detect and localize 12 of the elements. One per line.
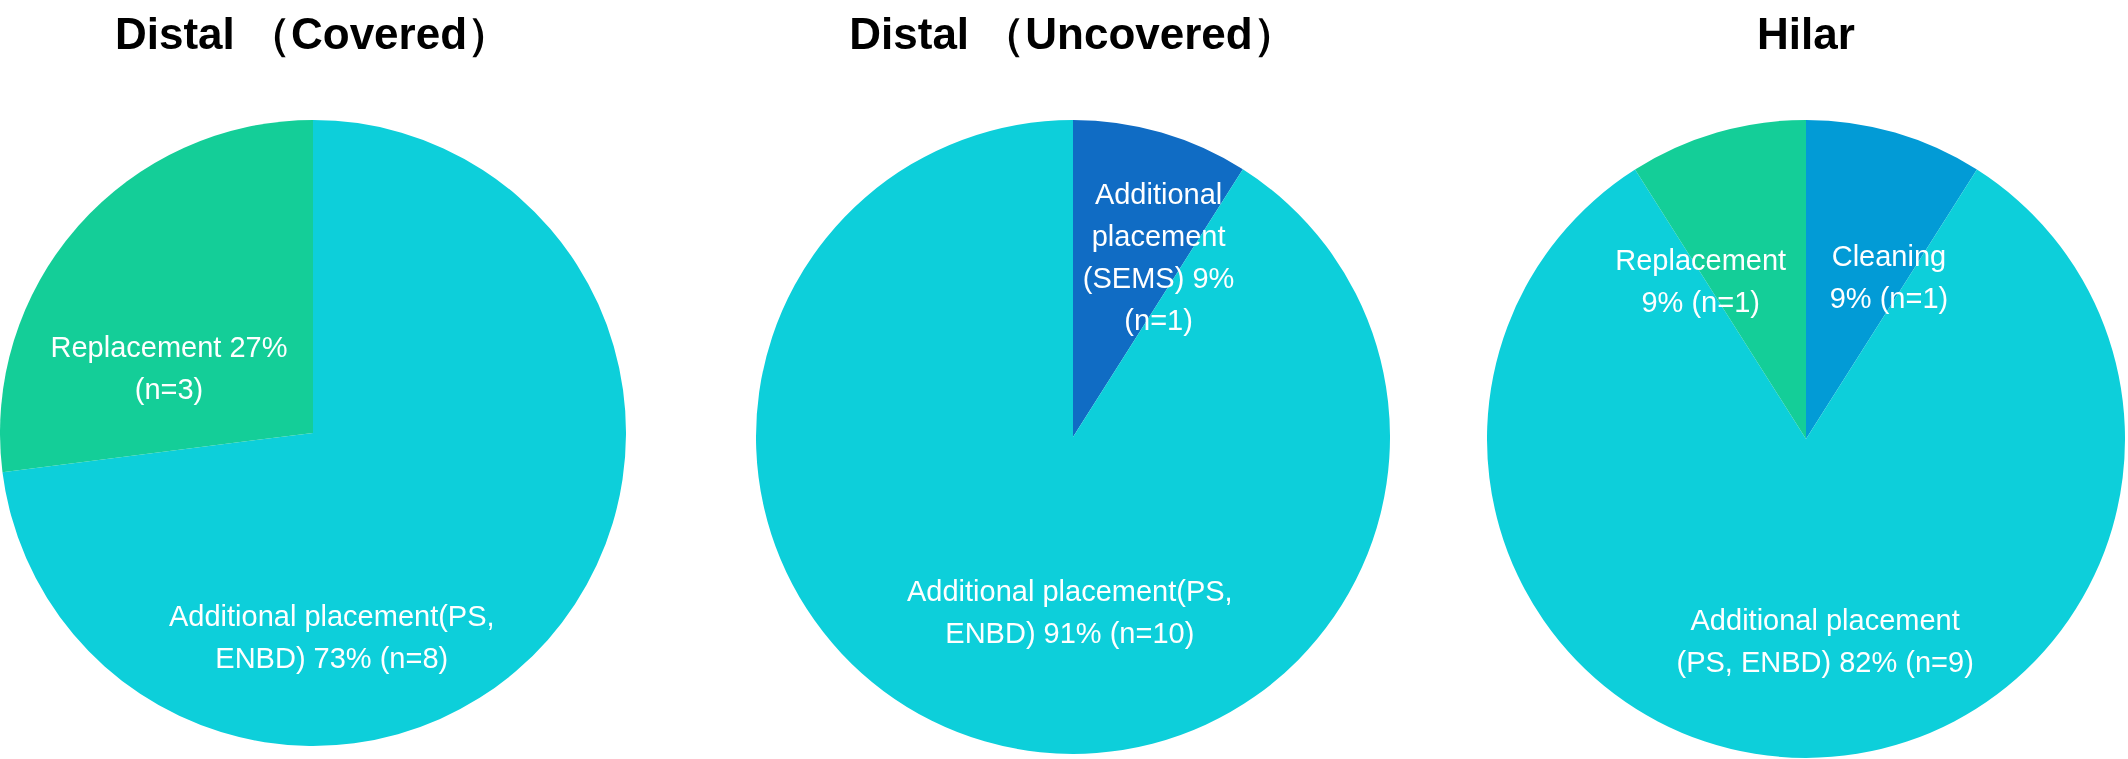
slice-label: Additional placement(PS, ENBD) 91% (n=10) <box>907 575 1233 650</box>
data-label: 9% (n=1) <box>1641 285 1760 318</box>
chart-title: Distal （Uncovered） <box>849 8 1297 58</box>
slice-label: Additional placement (PS, ENBD) 82% (n=9) <box>1676 604 1974 679</box>
chart-title: Distal （Covered） <box>114 8 512 58</box>
slice-label: Additional placement (SEMS) 9% (n=1) <box>1082 178 1235 337</box>
chart-title: Hilar <box>1757 8 1855 58</box>
slice-label: Replacement 27% (n=3) <box>50 331 288 406</box>
slice-label: Replacement <box>1615 243 1787 276</box>
slice-label: Additional placement(PS, ENBD) 73% (n=8) <box>168 600 495 675</box>
data-label: 9% (n=1) <box>1829 282 1949 315</box>
slice-label: Cleaning <box>1831 240 1947 273</box>
